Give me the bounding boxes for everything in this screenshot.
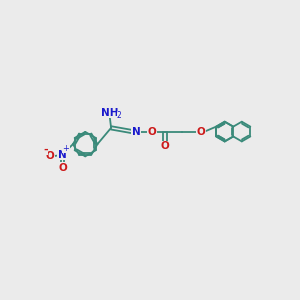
Text: N: N — [132, 127, 141, 136]
Text: N: N — [58, 150, 67, 160]
Text: NH: NH — [101, 108, 119, 118]
Text: 2: 2 — [117, 111, 122, 120]
Text: O: O — [160, 141, 169, 151]
Text: O: O — [147, 127, 156, 136]
Text: -: - — [43, 145, 48, 155]
Text: O: O — [46, 151, 54, 161]
Text: O: O — [197, 127, 206, 136]
Text: O: O — [58, 163, 67, 173]
Text: +: + — [62, 144, 69, 153]
